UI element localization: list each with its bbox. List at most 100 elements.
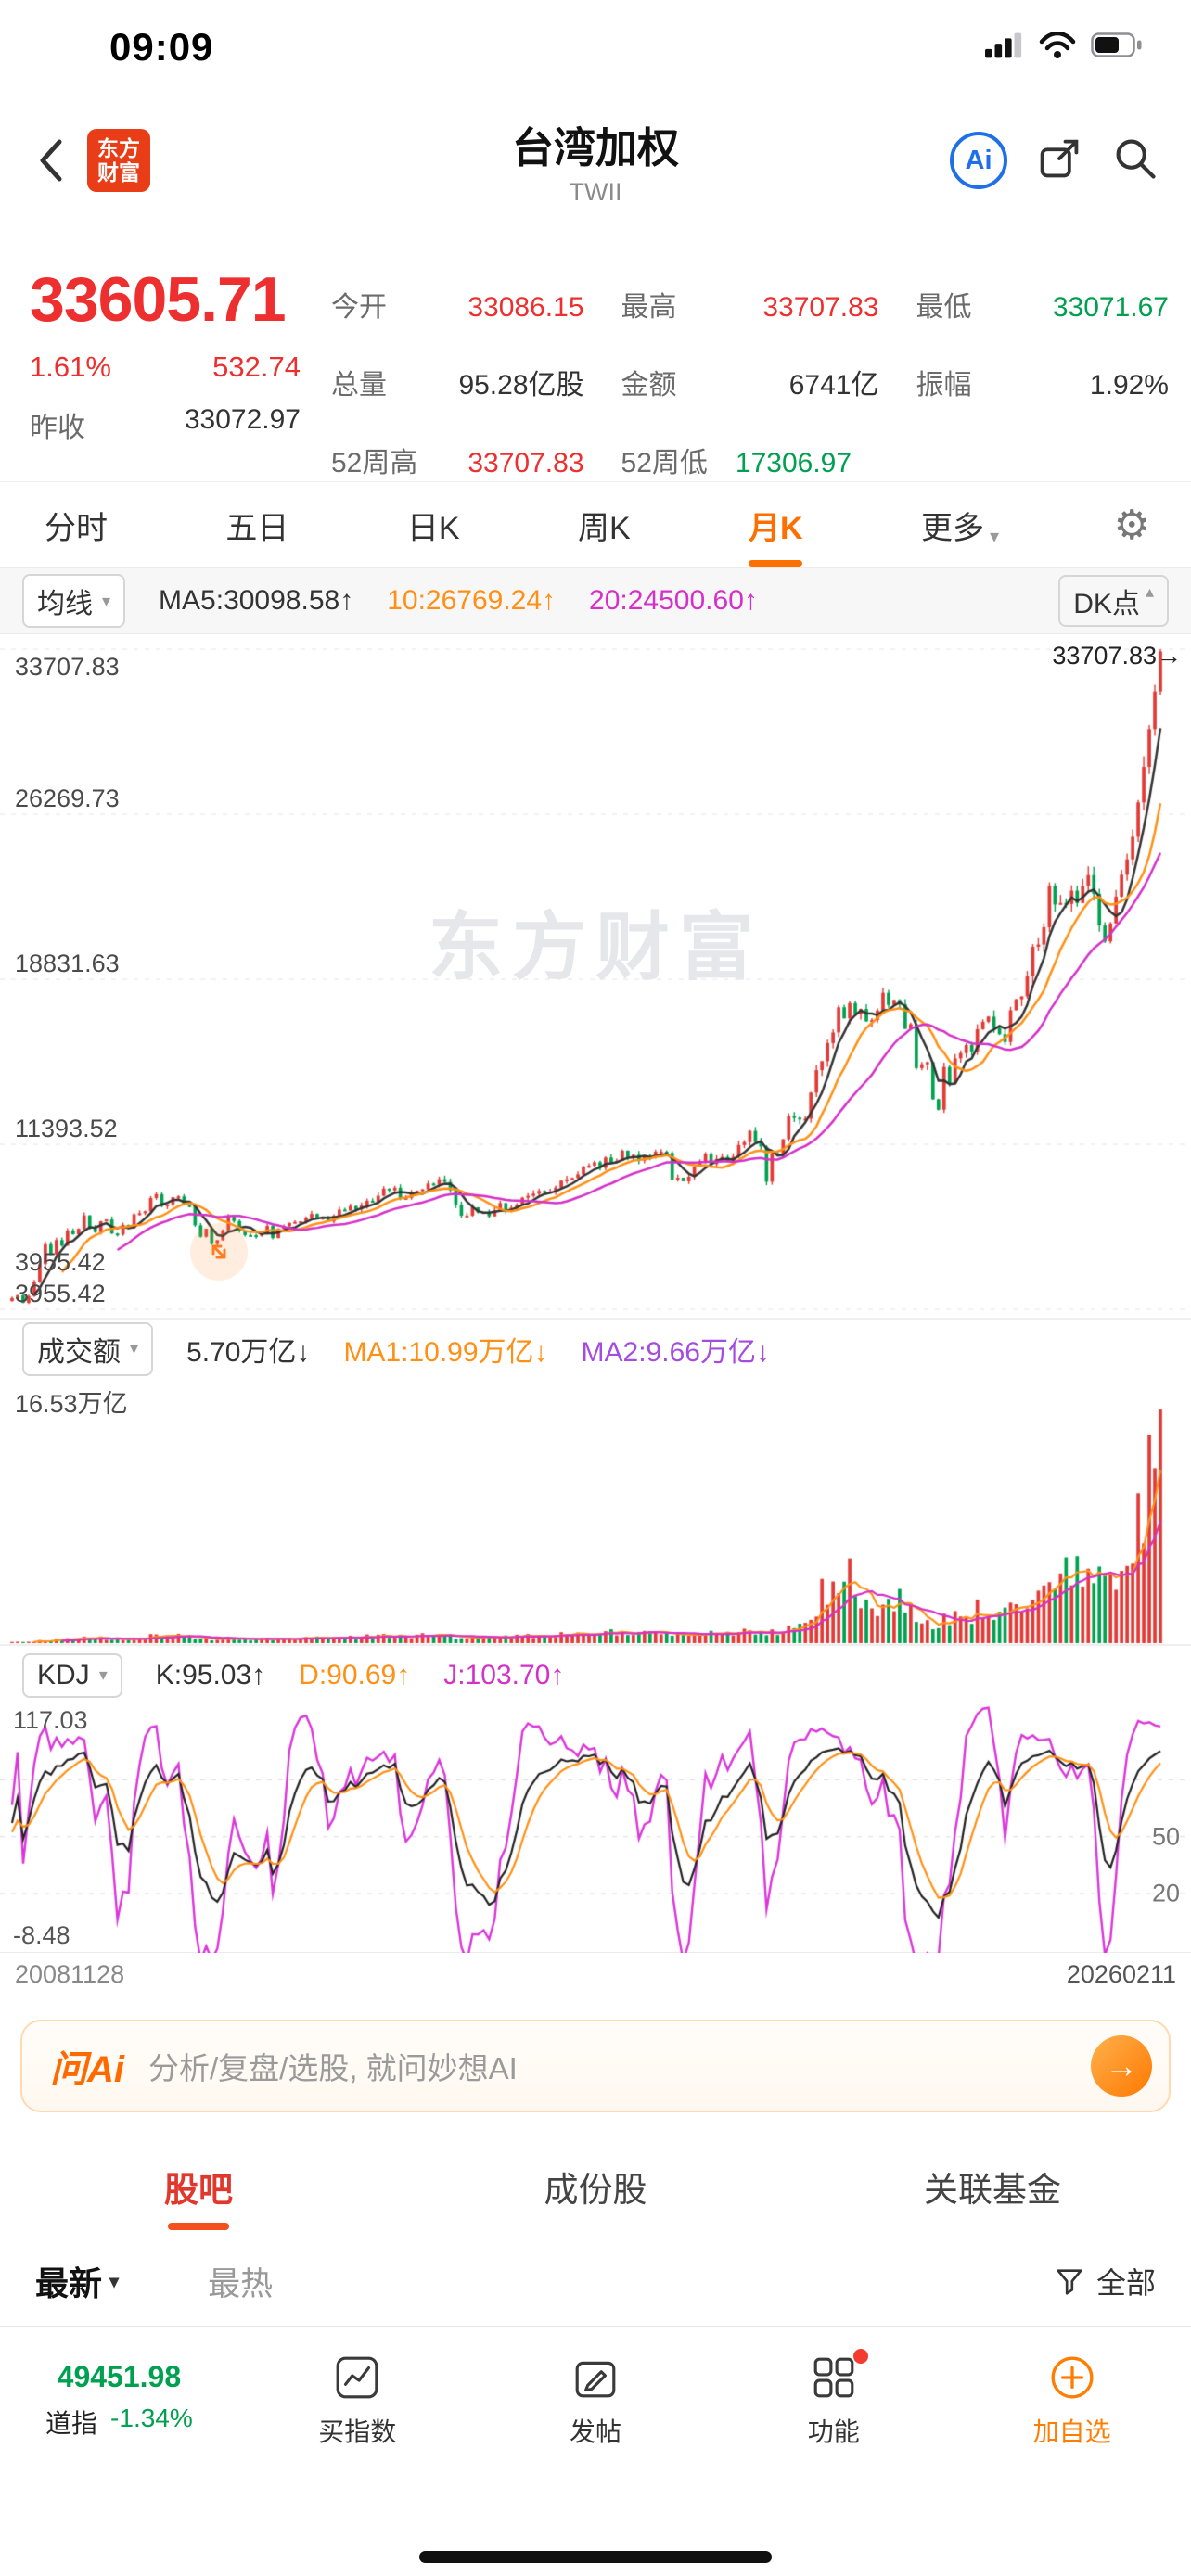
battery-icon bbox=[1091, 32, 1143, 62]
y-axis-label: 11393.52 bbox=[15, 1115, 118, 1143]
tab-minute[interactable]: 分时 bbox=[45, 510, 108, 546]
ai-assistant-icon[interactable]: Ai bbox=[950, 132, 1007, 189]
sort-row: 最新 ▾ 最热 全部 bbox=[0, 2237, 1191, 2326]
tab-stock-forum[interactable]: 股吧 bbox=[159, 2150, 238, 2223]
dk-point-button[interactable]: DK点 ▴ bbox=[1058, 575, 1169, 627]
tab-daily-k[interactable]: 日K bbox=[406, 510, 460, 546]
submit-arrow-icon[interactable]: → bbox=[1091, 2035, 1152, 2097]
period-tabs: 分时 五日 日K 周K 月K 更多 ▾ ⚙ bbox=[0, 482, 1191, 567]
tab-related-funds[interactable]: 关联基金 bbox=[924, 2171, 1061, 2209]
ask-ai-brand: 问Ai bbox=[50, 2049, 124, 2090]
nav-features[interactable]: 功能 bbox=[714, 2327, 953, 2474]
kdj-indicator-row: KDJ ▾ K:95.03↑ D:90.69↑ J:103.70↑ bbox=[0, 1645, 1191, 1704]
tab-constituents[interactable]: 成份股 bbox=[544, 2171, 647, 2209]
signal-icon bbox=[985, 32, 1024, 64]
quote-field-amount: 金额 6741亿 bbox=[621, 370, 879, 401]
ask-ai-banner[interactable]: 问Ai 分析/复盘/选股, 就问妙想AI → bbox=[20, 2020, 1171, 2112]
quote-field-amplitude: 振幅 1.92% bbox=[916, 370, 1169, 401]
change-value: 532.74 bbox=[212, 351, 301, 383]
status-icons bbox=[985, 31, 1143, 64]
sort-newest[interactable]: 最新 ▾ bbox=[35, 2264, 120, 2302]
app-logo: 东方 财富 bbox=[87, 129, 150, 192]
ma-selector-dropdown[interactable]: 均线 ▾ bbox=[22, 574, 126, 628]
status-time: 09:09 bbox=[109, 25, 214, 69]
kdj-bottom-label: -8.48 bbox=[13, 1921, 70, 1949]
back-button[interactable] bbox=[32, 133, 78, 188]
caret-down-icon: ▾ bbox=[109, 2271, 120, 2292]
quote-field-volume: 总量 95.28亿股 bbox=[331, 370, 584, 401]
nav-post[interactable]: 发帖 bbox=[477, 2327, 715, 2474]
ma-indicator-row: 均线 ▾ MA5:30098.58↑ 10:26769.24↑ 20:24500.… bbox=[0, 567, 1191, 634]
y-axis-label: 26269.73 bbox=[15, 784, 120, 813]
quote-panel: 33605.71 1.61% 532.74 昨收 33072.97 今开 3308… bbox=[0, 239, 1191, 482]
header-icons: Ai bbox=[950, 132, 1159, 189]
logo-line1: 东方 bbox=[97, 135, 140, 160]
quote-field-low: 最低 33071.67 bbox=[916, 292, 1169, 323]
dow-index-value: 49451.98 bbox=[57, 2360, 182, 2393]
quote-grid: 今开 33086.15 最高 33707.83 最低 33071.67 总量 95.28… bbox=[331, 239, 1169, 481]
y-axis-label: 18831.63 bbox=[15, 950, 120, 978]
high-price-tag: 33707.83→ bbox=[1052, 642, 1182, 670]
date-axis: 20081128 20260211 bbox=[0, 1953, 1191, 1996]
quote-field-52w-low: 52周低 17306.97 bbox=[621, 448, 852, 478]
nav-buy-index[interactable]: 买指数 bbox=[238, 2327, 477, 2474]
section-tabs: 股吧 成份股 关联基金 bbox=[0, 2136, 1191, 2237]
volume-indicator-row: 成交额 ▾ 5.70万亿↓ MA1:10.99万亿↓ MA2:9.66万亿↓ bbox=[0, 1319, 1191, 1378]
kdj-chart-canvas[interactable] bbox=[0, 1704, 1191, 1953]
tab-weekly-k[interactable]: 周K bbox=[577, 510, 631, 546]
ask-ai-text: 分析/复盘/选股, 就问妙想AI bbox=[148, 2051, 518, 2085]
date-end: 20260211 bbox=[1066, 1959, 1176, 1988]
volume-chart-canvas[interactable] bbox=[0, 1378, 1191, 1645]
volume-chart: 16.53万亿 bbox=[0, 1378, 1191, 1645]
y-axis-label: 3955.42 bbox=[15, 1280, 106, 1308]
kdj-top-label: 117.03 bbox=[13, 1706, 88, 1734]
volume-max-label: 16.53万亿 bbox=[15, 1390, 128, 1418]
caret-down-icon: ▾ bbox=[130, 1339, 139, 1358]
bottom-nav: 49451.98 道指 -1.34% 买指数 发帖 功能 bbox=[0, 2326, 1191, 2474]
tab-monthly-k[interactable]: 月K bbox=[745, 493, 807, 557]
prev-close-value: 33072.97 bbox=[184, 404, 301, 435]
volume-current: 5.70万亿↓ bbox=[186, 1336, 311, 1368]
date-start: 20081128 bbox=[15, 1959, 125, 1988]
prev-close-label: 昨收 bbox=[30, 413, 85, 443]
sort-hottest[interactable]: 最热 bbox=[208, 2265, 274, 2302]
caret-down-icon: ▾ bbox=[102, 591, 111, 610]
quote-left: 33605.71 1.61% 532.74 昨收 33072.97 bbox=[30, 239, 303, 481]
y-axis-label: 33707.83 bbox=[15, 653, 120, 681]
volume-ma2: MA2:9.66万亿↓ bbox=[581, 1336, 770, 1368]
main-chart-canvas[interactable] bbox=[0, 634, 1191, 1319]
volume-ma1: MA1:10.99万亿↓ bbox=[343, 1336, 548, 1368]
settings-gear-icon[interactable]: ⚙ bbox=[1113, 502, 1150, 548]
expand-fullscreen-icon[interactable] bbox=[190, 1223, 248, 1281]
quote-field-open: 今开 33086.15 bbox=[331, 292, 584, 323]
volume-selector-dropdown[interactable]: 成交额 ▾ bbox=[22, 1321, 154, 1376]
nav-add-watchlist[interactable]: 加自选 bbox=[953, 2327, 1191, 2474]
dow-index-name: 道指 bbox=[45, 2409, 98, 2438]
status-bar: 09:09 bbox=[0, 0, 1191, 82]
wifi-icon bbox=[1039, 31, 1076, 64]
kdj-k-value: K:95.03↑ bbox=[155, 1659, 266, 1690]
change-row: 1.61% 532.74 bbox=[30, 351, 301, 384]
share-icon[interactable] bbox=[1035, 134, 1083, 187]
search-icon[interactable] bbox=[1111, 134, 1159, 187]
caret-down-icon: ▾ bbox=[990, 526, 1000, 547]
post-pencil-icon bbox=[570, 2353, 621, 2403]
ai-banner-wrap: 问Ai 分析/复盘/选股, 就问妙想AI → bbox=[0, 1996, 1191, 2136]
dow-index-change: -1.34% bbox=[110, 2404, 193, 2432]
home-indicator[interactable] bbox=[419, 2551, 772, 2563]
kdj-grid-label-20: 20 bbox=[1151, 1879, 1180, 1907]
nav-index-quote[interactable]: 49451.98 道指 -1.34% bbox=[0, 2327, 238, 2474]
funnel-icon bbox=[1057, 2269, 1082, 2295]
ma5-value: MA5:30098.58↑ bbox=[159, 585, 354, 616]
min-price-tag: 3955.42 bbox=[15, 1248, 106, 1276]
features-grid-icon bbox=[809, 2348, 868, 2403]
tab-more[interactable]: 更多 ▾ bbox=[921, 510, 1000, 547]
tab-5day[interactable]: 五日 bbox=[225, 510, 289, 546]
last-price: 33605.71 bbox=[30, 264, 287, 335]
kdj-chart: 117.03 -8.48 50 20 bbox=[0, 1704, 1191, 1953]
kdj-selector-dropdown[interactable]: KDJ ▾ bbox=[22, 1652, 122, 1698]
caret-down-icon: ▾ bbox=[98, 1665, 108, 1684]
filter-all[interactable]: 全部 bbox=[1054, 2260, 1156, 2302]
